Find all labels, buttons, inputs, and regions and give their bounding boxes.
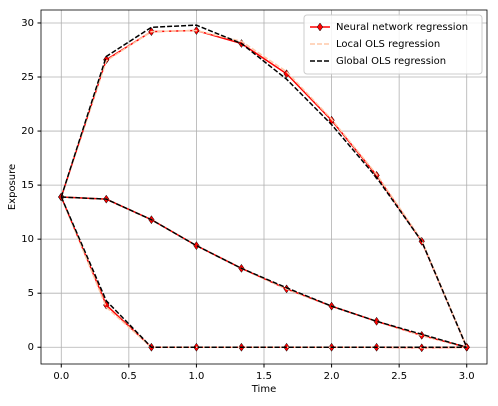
legend: Neural network regression Local OLS regre… bbox=[303, 14, 483, 75]
x-tick-label: 2.0 bbox=[324, 371, 340, 382]
plot-frame bbox=[40, 9, 488, 365]
legend-label: Global OLS regression bbox=[336, 56, 446, 67]
y-tick-label: 20 bbox=[21, 126, 34, 137]
point-marker bbox=[193, 241, 200, 251]
y-tick-label: 0 bbox=[28, 342, 34, 353]
x-tick-label: 3.0 bbox=[459, 371, 475, 382]
point-marker bbox=[283, 342, 290, 352]
point-marker bbox=[283, 69, 290, 79]
y-tick-label: 5 bbox=[28, 288, 34, 299]
legend-label: Neural network regression bbox=[336, 22, 468, 33]
legend-label: Local OLS regression bbox=[336, 39, 440, 50]
x-axis-label: Time bbox=[251, 384, 276, 395]
y-tick-label: 25 bbox=[21, 72, 34, 83]
y-tick-label: 30 bbox=[21, 18, 34, 29]
x-tick-label: 1.0 bbox=[188, 371, 204, 382]
y-axis-label: Exposure bbox=[7, 164, 18, 210]
y-tick-label: 15 bbox=[21, 180, 34, 191]
legend-box bbox=[303, 14, 483, 75]
x-tick-label: 2.5 bbox=[391, 371, 407, 382]
legend-marker bbox=[316, 22, 324, 32]
x-tick-label: 1.5 bbox=[256, 371, 272, 382]
x-tick-label: 0.0 bbox=[53, 371, 69, 382]
series-line bbox=[60, 24, 468, 348]
point-marker bbox=[103, 55, 110, 65]
y-tick-label: 10 bbox=[21, 234, 34, 245]
x-tick-label: 0.5 bbox=[121, 371, 137, 382]
